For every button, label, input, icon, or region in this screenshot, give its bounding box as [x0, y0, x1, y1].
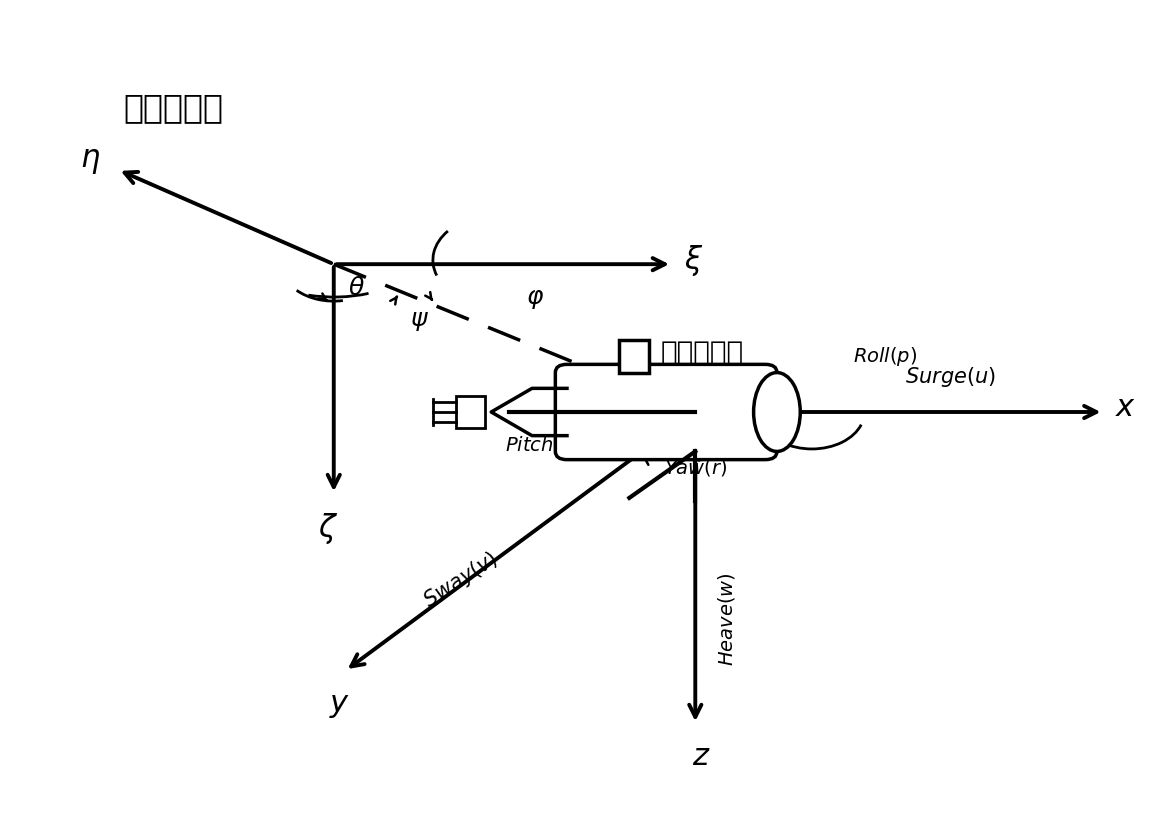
- Text: $\theta$: $\theta$: [347, 276, 365, 301]
- Text: 大地坐标系: 大地坐标系: [124, 91, 223, 124]
- Text: $Pitch(q)$: $Pitch(q)$: [505, 434, 581, 457]
- Bar: [456, 396, 485, 428]
- Text: $Heave(w)$: $Heave(w)$: [717, 572, 738, 666]
- Text: $\xi$: $\xi$: [684, 242, 703, 278]
- Bar: [620, 339, 649, 372]
- Text: $\psi$: $\psi$: [409, 309, 429, 333]
- Text: $z$: $z$: [692, 742, 711, 771]
- FancyBboxPatch shape: [555, 364, 777, 460]
- Polygon shape: [491, 388, 567, 436]
- Text: $Surge(u)$: $Surge(u)$: [905, 365, 996, 389]
- Text: $x$: $x$: [1115, 393, 1136, 423]
- Text: $Sway(v)$: $Sway(v)$: [419, 547, 503, 613]
- Text: $\eta$: $\eta$: [81, 147, 101, 176]
- Ellipse shape: [754, 372, 801, 452]
- Text: 船体坐标系: 船体坐标系: [660, 339, 743, 367]
- Text: $y$: $y$: [328, 691, 351, 720]
- Text: $\varphi$: $\varphi$: [526, 287, 545, 311]
- Text: $Roll(p)$: $Roll(p)$: [852, 345, 916, 368]
- Text: $Yaw(r)$: $Yaw(r)$: [664, 457, 727, 478]
- Text: $\zeta$: $\zeta$: [318, 511, 338, 545]
